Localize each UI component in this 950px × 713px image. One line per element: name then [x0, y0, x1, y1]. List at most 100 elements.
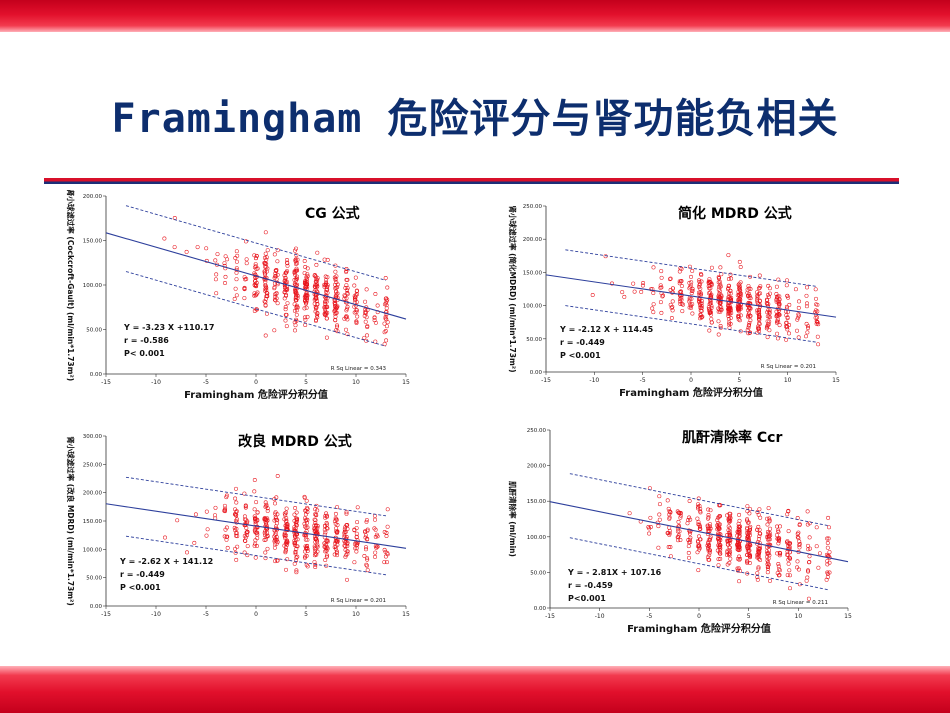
data-point: [284, 518, 289, 523]
data-point: [284, 540, 289, 545]
x-tick-label: -10: [595, 613, 605, 620]
data-point: [707, 524, 712, 529]
data-point: [745, 504, 750, 509]
data-point: [353, 546, 358, 551]
data-point: [755, 577, 760, 582]
data-point: [312, 546, 317, 551]
data-point: [285, 287, 290, 292]
data-point: [795, 565, 800, 570]
correlation-r: r = -0.449: [120, 570, 165, 579]
regression-line: [549, 501, 849, 563]
data-point: [304, 305, 309, 310]
data-point: [659, 285, 664, 290]
data-point: [756, 326, 761, 331]
data-point: [245, 544, 250, 549]
data-point: [795, 328, 799, 333]
data-point: [688, 517, 693, 522]
data-point: [204, 533, 209, 538]
data-point: [715, 548, 720, 553]
data-point: [817, 551, 822, 556]
data-point: [355, 314, 360, 319]
data-point: [325, 546, 330, 551]
data-point: [766, 302, 771, 307]
lower-ci-line: [569, 537, 829, 591]
data-point: [620, 290, 625, 295]
data-point: [651, 265, 656, 270]
data-point: [235, 517, 239, 522]
data-point: [775, 331, 780, 336]
data-point: [305, 505, 309, 510]
data-point: [767, 531, 772, 535]
data-point: [697, 299, 702, 304]
upper-ci-line: [569, 473, 829, 527]
regression-line: [105, 503, 407, 549]
data-point: [676, 519, 681, 524]
data-point: [707, 328, 712, 333]
data-point: [716, 332, 721, 337]
data-point: [774, 314, 779, 319]
data-point: [275, 248, 280, 253]
data-point: [738, 291, 743, 296]
data-point: [222, 534, 227, 539]
data-point: [283, 513, 288, 518]
data-point: [293, 551, 298, 556]
data-point: [651, 302, 656, 307]
data-point: [795, 559, 800, 564]
data-point: [737, 318, 742, 323]
data-point: [385, 551, 390, 556]
data-point: [717, 514, 721, 519]
lower-ci-line: [565, 305, 817, 343]
data-point: [275, 558, 280, 563]
data-point: [333, 269, 338, 274]
data-point: [224, 495, 229, 500]
data-point: [816, 342, 821, 347]
data-point: [344, 314, 349, 319]
data-point: [668, 510, 673, 514]
data-point: [242, 491, 247, 496]
data-point: [382, 560, 387, 565]
data-point: [708, 508, 713, 513]
data-point: [244, 261, 249, 266]
data-points: [162, 216, 390, 347]
data-point: [668, 277, 672, 282]
data-point: [193, 512, 198, 517]
data-point: [343, 540, 348, 545]
data-point: [363, 299, 368, 304]
data-point: [690, 289, 695, 293]
data-point: [745, 303, 750, 308]
data-point: [263, 261, 268, 266]
data-point: [313, 279, 318, 284]
data-point: [313, 306, 318, 311]
data-point: [323, 301, 328, 306]
data-point: [680, 309, 685, 314]
data-point: [325, 284, 330, 289]
data-point: [746, 284, 751, 289]
data-point: [690, 288, 695, 293]
data-point: [365, 324, 370, 329]
data-point: [707, 550, 712, 555]
data-point: [253, 555, 258, 560]
data-point: [776, 541, 781, 546]
data-point: [639, 289, 644, 294]
data-point: [264, 519, 269, 524]
data-point: [364, 562, 369, 567]
data-point: [685, 521, 690, 526]
data-point: [294, 519, 299, 524]
y-tick-label: 150.00: [83, 239, 103, 245]
data-point: [804, 293, 809, 298]
data-point: [797, 543, 802, 547]
data-point: [252, 543, 257, 548]
data-point: [728, 556, 733, 561]
data-point: [786, 557, 791, 562]
data-point: [677, 511, 682, 515]
data-point: [735, 293, 740, 298]
data-point: [313, 562, 318, 567]
data-point: [345, 306, 349, 311]
data-point: [668, 302, 673, 307]
data-point: [738, 313, 743, 318]
data-point: [775, 319, 779, 324]
data-point: [313, 565, 318, 569]
data-point: [745, 328, 750, 332]
data-point: [303, 512, 308, 517]
data-point: [736, 530, 741, 534]
